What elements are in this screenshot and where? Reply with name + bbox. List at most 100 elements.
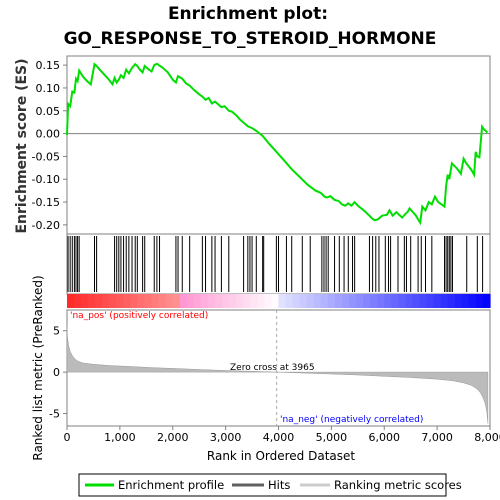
color-bar-segment [250,294,258,308]
color-bar-segment [165,294,174,308]
color-bar-segment [405,294,414,308]
es-y-tick-label: 0.05 [36,105,61,118]
ranked-y-axis: -5 0 5 [49,325,67,421]
ranked-x-tick-label: 6,000 [369,431,401,444]
pos-correlated-label: 'na_pos' (positively correlated) [70,311,208,321]
ranked-x-tick-label: 8,000 [474,431,500,444]
color-bar-segment [130,294,139,308]
hits-panel [66,233,491,295]
color-bar-segment [349,294,357,308]
legend-hits-label: Hits [268,478,290,492]
color-bar-segment [222,294,230,308]
color-bar-segment [384,294,392,308]
ranked-x-tick-label: 7,000 [421,431,453,444]
color-bar-segment [158,294,167,308]
es-y-tick-label: 0.00 [36,128,61,141]
color-bar-segment [172,294,181,308]
color-bar-segment [179,294,188,308]
es-y-tick-label: 0.15 [36,59,61,72]
color-bar-segment [482,294,491,308]
ranked-x-tick-label: 1,000 [104,431,136,444]
color-bar-segment [412,294,421,308]
color-bar-segment [193,294,202,308]
ranked-x-tick-label: 5,000 [316,431,348,444]
ranked-y-tick-label: 5 [53,325,60,338]
color-bar-segment [313,294,322,308]
es-y-tick-label: -0.10 [32,173,60,186]
ranked-x-tick-label: 4,000 [263,431,295,444]
color-bar-segment [426,294,435,308]
color-bar-segment [468,294,477,308]
color-bar-segment [461,294,470,308]
ranked-y-axis-title: Ranked list metric (PreRanked) [31,275,45,460]
color-bar-segment [285,294,294,308]
ranked-x-tick-label: 0 [64,431,71,444]
es-y-tick-label: 0.10 [36,82,61,95]
es-y-tick-label: -0.15 [32,196,60,209]
color-bar-segment [327,294,336,308]
color-bar-segment [356,294,364,308]
color-bar-segment [370,294,378,308]
title-line2: GO_RESPONSE_TO_STEROID_HORMONE [64,29,437,49]
color-bar-segment [341,294,350,308]
color-bar-segment [433,294,442,308]
color-bar-segment [137,294,146,308]
es-panel: -0.20 -0.15 -0.10 -0.05 0.00 0.05 0.10 0.15 Enr… [14,55,491,235]
color-bar-segment [186,294,195,308]
color-bar-segment [363,294,371,308]
color-bar-segment [81,294,89,308]
color-bar-segment [292,294,301,308]
ranked-x-tick-label: 3,000 [210,431,242,444]
color-bar-segment [278,294,287,308]
color-bar-segment [236,294,244,308]
color-bar-segment [67,294,75,308]
color-bar-segment [88,294,96,308]
color-bar-segment [109,294,117,308]
legend-ranking-label: Ranking metric scores [334,478,462,492]
es-y-tick-label: -0.20 [32,219,60,232]
ranked-x-axis: 0 1,000 2,000 3,000 4,000 5,000 6,000 7,000 8,00… [64,426,500,444]
neg-correlated-label: 'na_neg' (negatively correlated) [280,415,423,425]
color-bar-segment [419,294,428,308]
color-bar-segment [74,294,82,308]
color-bar-segment [243,294,251,308]
enrichment-profile-line [66,62,489,226]
title-line1: Enrichment plot: [168,4,328,24]
color-bar-segment [116,294,124,308]
color-bar-segment [229,294,237,308]
color-bar-segment [264,294,273,308]
hit-lines [67,236,484,292]
zero-cross-label: Zero cross at 3965 [230,363,315,373]
ranked-x-tick-label: 2,000 [157,431,189,444]
color-bar-segment [215,294,223,308]
ranked-x-axis-title: Rank in Ordered Dataset [207,449,355,463]
ranked-y-tick-label: -5 [49,408,60,421]
color-bar-segment [123,294,132,308]
color-bar-segment [271,294,280,308]
legend: Enrichment profile Hits Ranking metric s… [78,473,462,497]
color-bar-segment [320,294,329,308]
color-bar-segment [102,294,110,308]
color-bar-segment [377,294,385,308]
color-bar-segment [475,294,484,308]
color-bar-segment [151,294,160,308]
es-y-axis-title: Enrichment score (ES) [14,58,30,233]
color-bar-segment [454,294,463,308]
color-bar-segment [391,294,399,308]
legend-profile-label: Enrichment profile [118,478,224,492]
color-bar-segment [447,294,456,308]
color-bar-segment [306,294,315,308]
color-bar-segment [257,294,265,308]
ranked-y-tick-label: 0 [53,366,60,379]
color-bar-segment [208,294,216,308]
color-bar-segment [398,294,406,308]
es-y-tick-label: -0.05 [32,150,60,163]
ranking-color-bar [67,294,491,308]
color-bar-segment [334,294,343,308]
ranked-panel: -5 0 5 0 1,000 2,000 3,000 4,000 5,000 6,000 7,00… [31,275,500,463]
es-plot-frame [66,55,491,235]
color-bar-segment [95,294,103,308]
color-bar-segment [144,294,153,308]
